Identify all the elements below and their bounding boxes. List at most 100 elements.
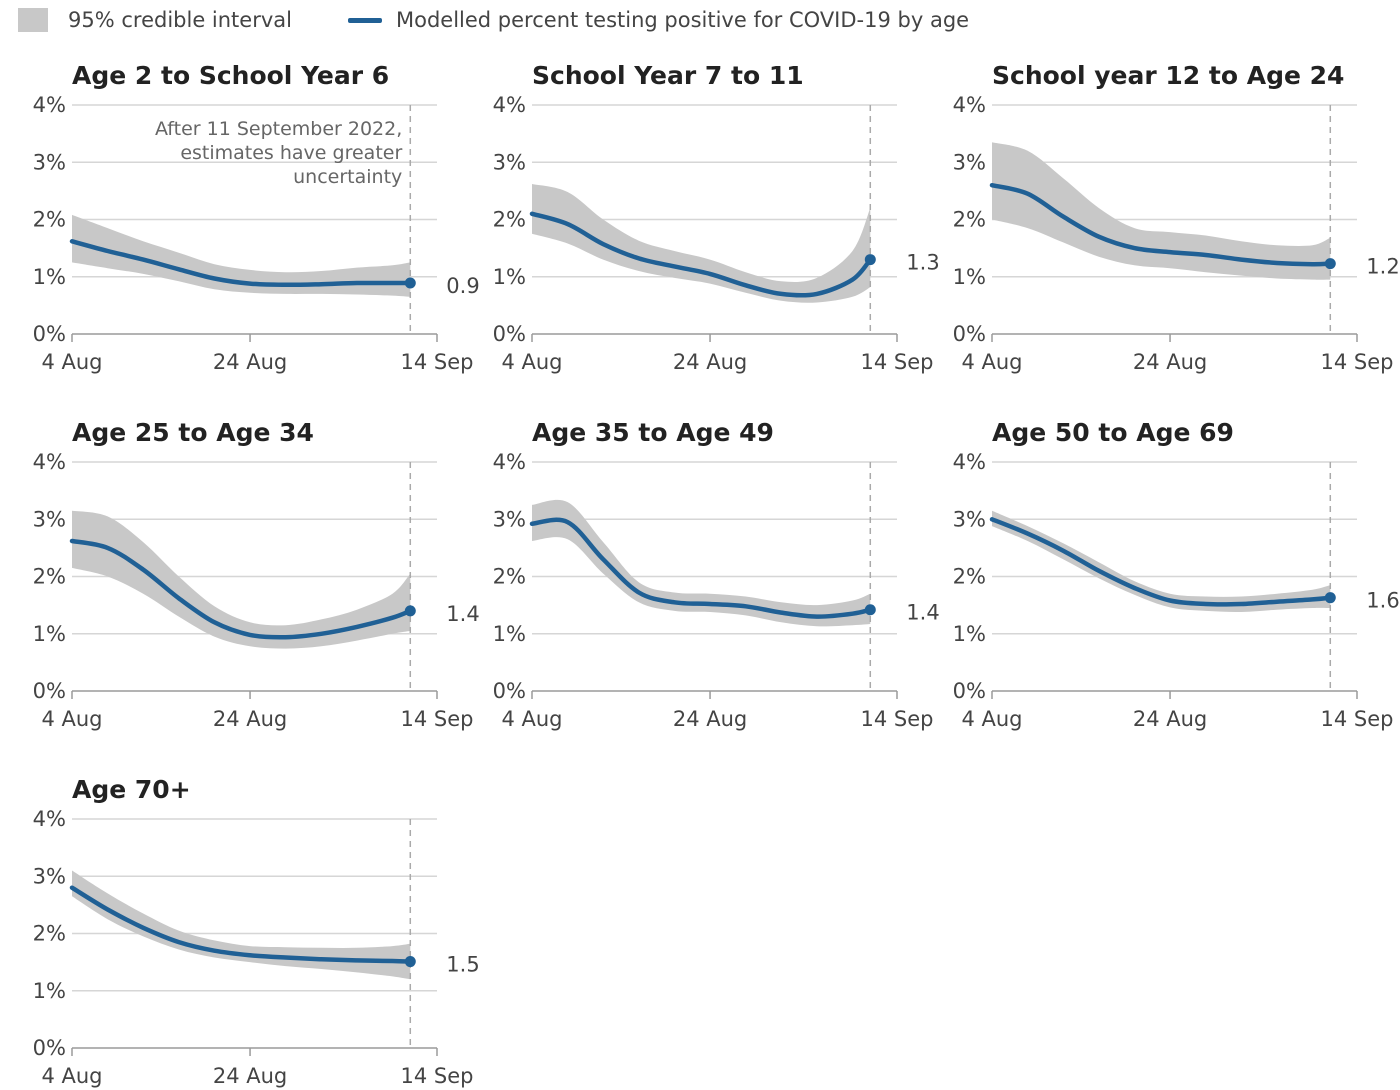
x-tick-label: 24 Aug — [1133, 707, 1207, 731]
x-tick-label: 24 Aug — [673, 350, 747, 374]
x-tick-label: 4 Aug — [501, 350, 562, 374]
y-tick-label: 0% — [33, 1036, 66, 1060]
legend-interval-label: 95% credible interval — [68, 8, 292, 32]
y-tick-label: 1% — [33, 622, 66, 646]
panel-title: Age 50 to Age 69 — [992, 418, 1234, 447]
credible-interval-band — [72, 214, 411, 297]
legend-interval-swatch — [18, 8, 48, 32]
y-tick-label: 1% — [953, 265, 986, 289]
y-tick-label: 2% — [33, 922, 66, 946]
series-end-point — [864, 254, 876, 266]
x-tick-label: 14 Sep — [401, 707, 474, 731]
x-tick-label: 4 Aug — [501, 707, 562, 731]
final-value-label: 1.5 — [446, 953, 479, 977]
x-tick-label: 24 Aug — [673, 707, 747, 731]
y-tick-label: 0% — [493, 679, 526, 703]
y-tick-label: 4% — [493, 450, 526, 474]
series-end-point — [864, 604, 876, 616]
x-tick-label: 4 Aug — [961, 350, 1022, 374]
y-tick-label: 0% — [33, 322, 66, 346]
chart-panel: School year 12 to Age 24 0% 1% 2% 3% 4% 4 Aug 2… — [953, 61, 1400, 374]
series-line — [989, 517, 1333, 607]
final-value-label: 1.2 — [1366, 255, 1399, 279]
series-end-point — [404, 956, 416, 968]
y-tick-label: 3% — [953, 150, 986, 174]
x-tick-label: 14 Sep — [861, 707, 934, 731]
legend-line-label: Modelled percent testing positive for CO… — [396, 8, 970, 32]
series-line — [529, 517, 873, 619]
y-tick-label: 3% — [33, 507, 66, 531]
panel-title: School Year 7 to 11 — [532, 61, 804, 90]
credible-interval-band — [992, 142, 1331, 280]
x-tick-label: 14 Sep — [401, 350, 474, 374]
series-line — [529, 211, 873, 298]
chart-panel: Age 25 to Age 34 0% 1% 2% 3% 4% 4 Aug 24 Aug 14 … — [33, 418, 480, 731]
y-tick-label: 0% — [953, 322, 986, 346]
y-tick-label: 2% — [33, 565, 66, 589]
final-value-label: 1.4 — [446, 602, 479, 626]
panel-title: Age 70+ — [72, 775, 191, 804]
series-end-point — [404, 277, 416, 289]
series-line — [69, 885, 413, 964]
credible-interval-band — [72, 510, 411, 649]
chart-panel: Age 2 to School Year 6 0% 1% 2% 3% 4% 4 Aug 24 … — [33, 61, 480, 374]
panel-title: Age 25 to Age 34 — [72, 418, 314, 447]
chart-panel: Age 50 to Age 69 0% 1% 2% 3% 4% 4 Aug 24 Aug 14 … — [953, 418, 1400, 731]
y-tick-label: 2% — [953, 565, 986, 589]
panel-title: School year 12 to Age 24 — [992, 61, 1344, 90]
x-tick-label: 24 Aug — [213, 707, 287, 731]
panel-title: Age 35 to Age 49 — [532, 418, 774, 447]
y-tick-label: 1% — [493, 622, 526, 646]
series-end-point — [404, 605, 416, 617]
credible-interval-band — [72, 870, 411, 980]
y-tick-label: 3% — [953, 507, 986, 531]
series-line — [989, 182, 1333, 267]
y-tick-label: 1% — [33, 979, 66, 1003]
y-tick-label: 0% — [493, 322, 526, 346]
x-tick-label: 14 Sep — [1321, 707, 1394, 731]
y-tick-label: 4% — [33, 93, 66, 117]
y-tick-label: 3% — [493, 150, 526, 174]
x-tick-label: 14 Sep — [861, 350, 934, 374]
panel-title: Age 2 to School Year 6 — [72, 61, 389, 90]
chart-panel: School Year 7 to 11 0% 1% 2% 3% 4% 4 Aug 24 Aug… — [493, 61, 940, 374]
y-tick-label: 4% — [493, 93, 526, 117]
y-tick-label: 3% — [33, 864, 66, 888]
uncertainty-annotation: estimates have greater — [180, 142, 402, 164]
y-tick-label: 1% — [33, 265, 66, 289]
x-tick-label: 4 Aug — [961, 707, 1022, 731]
y-tick-label: 4% — [33, 807, 66, 831]
y-tick-label: 1% — [953, 622, 986, 646]
series-line — [69, 538, 413, 640]
chart-panel: Age 35 to Age 49 0% 1% 2% 3% 4% 4 Aug 24 Aug 14 … — [493, 418, 940, 731]
y-tick-label: 2% — [953, 208, 986, 232]
series-line — [69, 239, 413, 288]
series-end-point — [1324, 592, 1336, 604]
final-value-label: 0.9 — [446, 274, 479, 298]
chart-panel: Age 70+ 0% 1% 2% 3% 4% 4 Aug 24 Aug 14 Sep 1.5 — [33, 775, 480, 1088]
y-tick-label: 0% — [33, 679, 66, 703]
x-tick-label: 24 Aug — [213, 1064, 287, 1088]
legend-interval: 95% credible interval — [18, 8, 292, 32]
x-tick-label: 14 Sep — [401, 1064, 474, 1088]
x-tick-label: 24 Aug — [213, 350, 287, 374]
x-tick-label: 4 Aug — [41, 707, 102, 731]
final-value-label: 1.3 — [906, 251, 939, 275]
credible-interval-band — [532, 184, 871, 303]
y-tick-label: 0% — [953, 679, 986, 703]
uncertainty-annotation: uncertainty — [293, 166, 402, 188]
series-end-point — [1324, 258, 1336, 270]
y-tick-label: 3% — [33, 150, 66, 174]
legend-line-swatch — [348, 17, 382, 23]
chart-legend: 95% credible interval Modelled percent t… — [0, 0, 1400, 44]
y-tick-label: 2% — [493, 208, 526, 232]
final-value-label: 1.4 — [906, 601, 939, 625]
x-tick-label: 4 Aug — [41, 350, 102, 374]
y-tick-label: 2% — [33, 208, 66, 232]
y-tick-label: 3% — [493, 507, 526, 531]
x-tick-label: 24 Aug — [1133, 350, 1207, 374]
legend-line: Modelled percent testing positive for CO… — [348, 8, 969, 32]
y-tick-label: 4% — [953, 450, 986, 474]
uncertainty-annotation: After 11 September 2022, — [155, 118, 402, 140]
